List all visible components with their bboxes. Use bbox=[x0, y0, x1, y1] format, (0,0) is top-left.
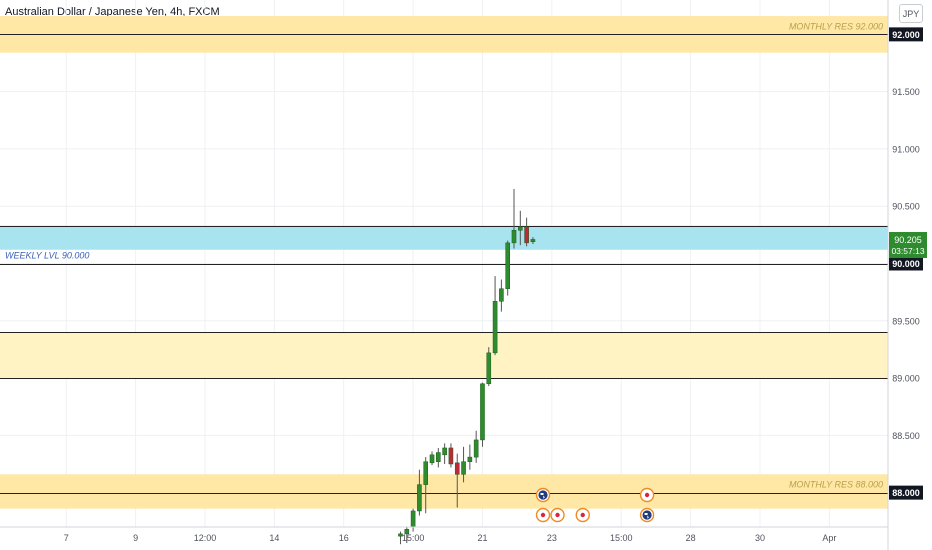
level-price-label: 88.000 bbox=[892, 488, 920, 498]
zone-blue bbox=[0, 225, 888, 250]
price-axis[interactable]: 91.500 91.000 90.500 89.500 89.000 88.500 92.0… bbox=[889, 27, 927, 500]
monthly-level-label: MONTHLY RES 92.000 bbox=[789, 21, 883, 31]
event-marker-icon[interactable] bbox=[575, 507, 590, 523]
event-marker-icon[interactable] bbox=[535, 507, 551, 523]
zone-label-layer: MONTHLY RES 92.000 WEEKLY LVL 90.000 MONTH… bbox=[5, 21, 883, 489]
candle-up[interactable] bbox=[417, 484, 422, 512]
candle-up[interactable] bbox=[480, 383, 485, 441]
last-price-label: 90.205 bbox=[894, 235, 922, 245]
zone-layer bbox=[0, 16, 888, 509]
time-tick-label: 16 bbox=[339, 533, 349, 543]
candle-up[interactable] bbox=[505, 242, 510, 289]
level-price-tag bbox=[889, 485, 923, 500]
price-tick-label: 91.000 bbox=[892, 144, 920, 154]
price-tick-label: 90.500 bbox=[892, 202, 920, 212]
candle-up[interactable] bbox=[429, 454, 435, 464]
candle-up[interactable] bbox=[461, 461, 466, 475]
candle-up[interactable] bbox=[404, 529, 410, 535]
price-tick-label: 91.500 bbox=[892, 87, 920, 97]
time-axis[interactable]: 7 9 12:00 14 16 15:00 21 23 15:00 28 30 Apr bbox=[64, 533, 837, 543]
price-tick-label: 88.500 bbox=[892, 431, 920, 441]
time-tick-label: 12:00 bbox=[194, 533, 217, 543]
level-price-label: 90.000 bbox=[892, 259, 920, 269]
candle-up[interactable] bbox=[398, 533, 403, 537]
candle-up[interactable] bbox=[436, 452, 441, 462]
time-tick-label: 15:00 bbox=[402, 533, 425, 543]
candle-up[interactable] bbox=[511, 230, 517, 244]
candle-up[interactable] bbox=[423, 461, 429, 485]
time-tick-label: 14 bbox=[269, 533, 279, 543]
candle-up[interactable] bbox=[467, 456, 473, 462]
level-price-tag bbox=[889, 27, 923, 42]
time-tick-label: Apr bbox=[822, 533, 836, 543]
candle-up[interactable] bbox=[486, 352, 492, 385]
time-tick-label: 23 bbox=[547, 533, 557, 543]
time-tick-label: 28 bbox=[686, 533, 696, 543]
candle-up[interactable] bbox=[492, 301, 498, 354]
monthly-level-label: MONTHLY RES 88.000 bbox=[789, 480, 883, 490]
level-price-label: 92.000 bbox=[892, 30, 920, 40]
last-price-tag bbox=[889, 232, 927, 259]
candle-up[interactable] bbox=[499, 288, 504, 302]
zone-gold bbox=[0, 474, 888, 509]
time-tick-label: 7 bbox=[64, 533, 69, 543]
level-price-tag bbox=[889, 256, 923, 271]
countdown-label: 03:57:13 bbox=[891, 246, 924, 256]
zone-yellow bbox=[0, 332, 888, 379]
event-layer[interactable] bbox=[535, 487, 655, 523]
time-tick-label: 15:00 bbox=[610, 533, 633, 543]
price-tick-label: 89.000 bbox=[892, 374, 920, 384]
candle-layer bbox=[398, 189, 536, 545]
candle-down[interactable] bbox=[448, 447, 454, 465]
candle-up[interactable] bbox=[410, 510, 416, 528]
chart-title: Australian Dollar / Japanese Yen, 4h, FX… bbox=[5, 6, 220, 18]
candle-down[interactable] bbox=[524, 226, 529, 244]
candle-up[interactable] bbox=[518, 226, 523, 231]
candle-down[interactable] bbox=[454, 462, 460, 475]
weekly-level-label: WEEKLY LVL 90.000 bbox=[5, 251, 89, 261]
candle-up[interactable] bbox=[473, 439, 479, 458]
currency-button[interactable]: JPY bbox=[899, 4, 923, 23]
price-tick-label: 89.500 bbox=[892, 316, 920, 326]
event-marker-icon[interactable] bbox=[639, 487, 655, 503]
time-tick-label: 21 bbox=[477, 533, 487, 543]
event-marker-icon[interactable] bbox=[550, 507, 565, 523]
time-tick-label: 30 bbox=[755, 533, 765, 543]
candle-up[interactable] bbox=[530, 239, 536, 242]
time-tick-label: 9 bbox=[133, 533, 138, 543]
level-line-layer bbox=[0, 34, 888, 494]
candle-up[interactable] bbox=[442, 447, 447, 456]
event-flag-icon[interactable] bbox=[535, 487, 551, 503]
event-flag-icon[interactable] bbox=[639, 507, 655, 523]
